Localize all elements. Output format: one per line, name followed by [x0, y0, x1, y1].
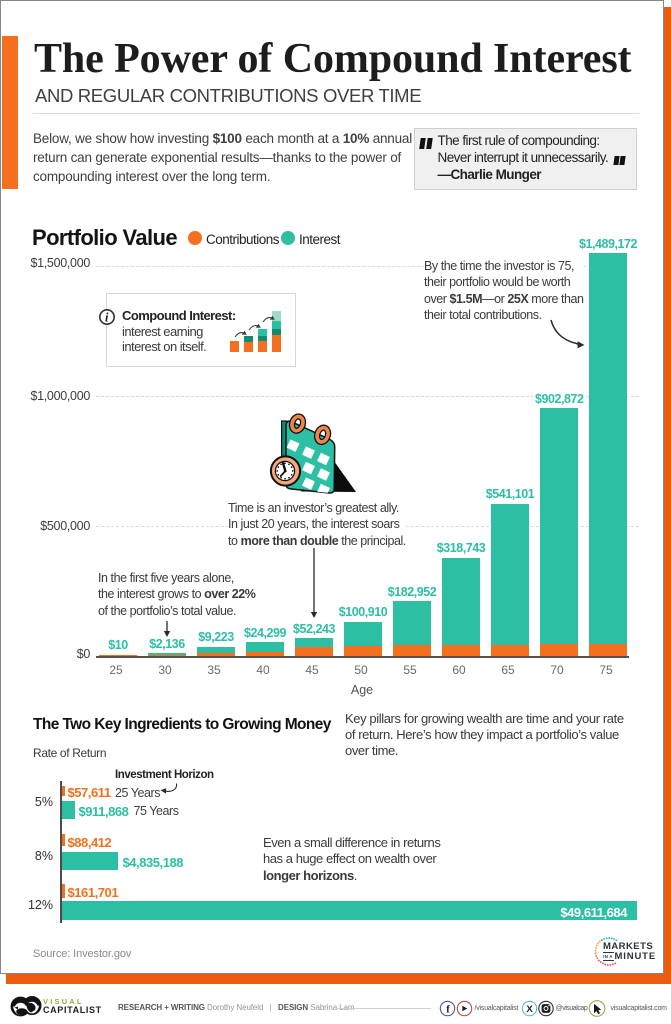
svg-text:X: X [526, 1004, 533, 1015]
svg-text:f: f [446, 1004, 450, 1015]
svg-text:i: i [105, 311, 109, 325]
